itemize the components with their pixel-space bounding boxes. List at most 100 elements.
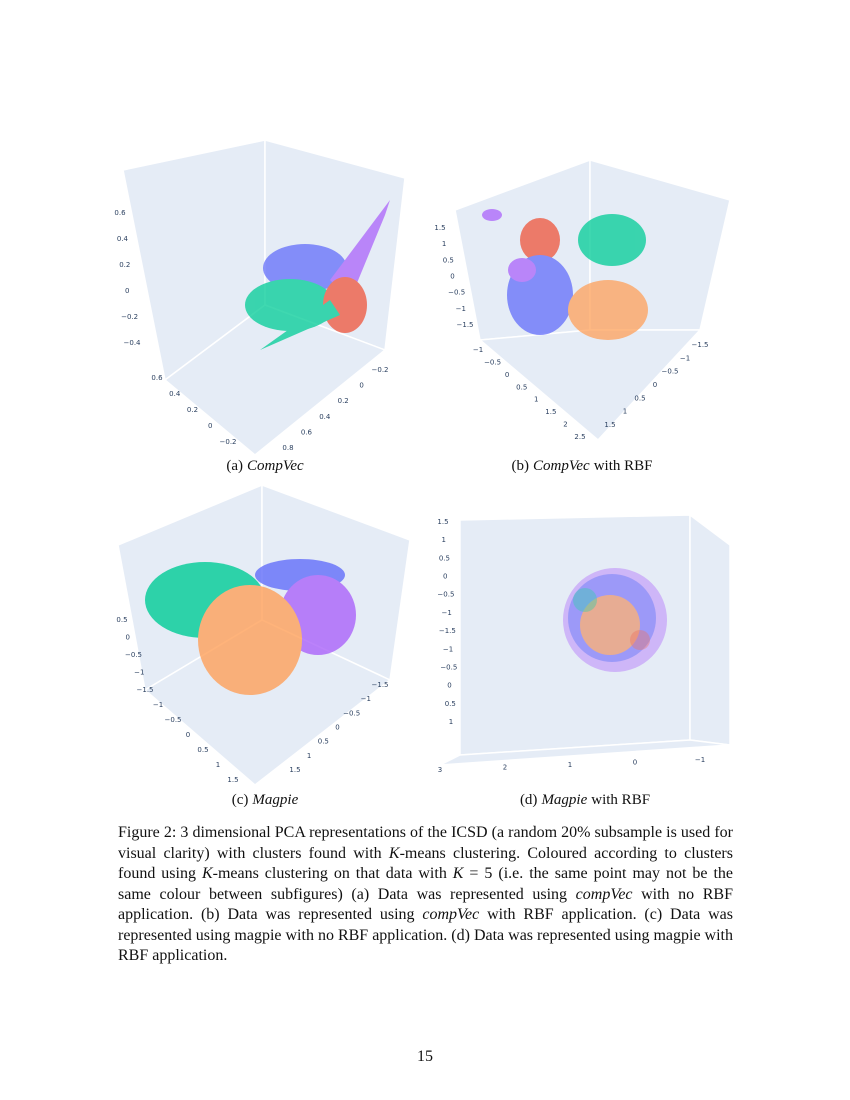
subcaption: (a) CompVec [115, 458, 415, 475]
axis-tick-label: −1.5 [439, 627, 456, 635]
axis-tick-label: 0 [505, 371, 509, 379]
axis-tick-label: 0.5 [318, 738, 329, 746]
axis-tick-label: 0.5 [197, 746, 208, 754]
axis-tick-label: −1 [695, 756, 705, 764]
axis-tick-label: 1 [441, 536, 445, 544]
subcaption: (b) CompVec with RBF [432, 458, 732, 475]
axis-tick-label: 0 [653, 381, 657, 389]
text-segment: K [201, 865, 213, 882]
axis-tick-label: −0.2 [121, 313, 138, 321]
axis-tick-label: 0.8 [282, 444, 293, 452]
figure-caption: Figure 2: 3 dimensional PCA representati… [118, 823, 733, 967]
text-segment: compVec [422, 906, 480, 923]
text-segment: Figure 2: 3 dimensional PCA representati… [118, 824, 733, 862]
panel-d-scene [439, 513, 731, 766]
axis-tick-label: −0.5 [440, 663, 457, 671]
text-segment: -means clustering on that data with [212, 865, 453, 882]
axis-tick-label: −0.5 [662, 368, 679, 376]
axis-tick-label: 0 [450, 273, 454, 281]
text-segment: with no RBF application. (b) Data was re… [118, 885, 733, 924]
axis-tick-label: 0 [208, 422, 212, 430]
axis-tick-label: −1 [153, 701, 163, 709]
axis-tick-label: 1 [216, 761, 220, 769]
text-segment: with RBF [593, 458, 653, 474]
axis-tick-label: 0 [447, 682, 451, 690]
axis-tick-label: −1.5 [457, 321, 474, 329]
axis-tick-label: 0.4 [169, 390, 181, 398]
text-segment: Magpie [252, 792, 299, 808]
axis-tick-label: −1 [361, 695, 371, 703]
panel-b-scene [454, 158, 731, 442]
text-segment: K [452, 865, 464, 882]
axis-tick-label: 3 [438, 766, 442, 774]
axis-tick-label: −0.5 [343, 709, 360, 717]
axis-tick-label: 2.5 [574, 433, 585, 441]
axis-tick-label: 1.5 [604, 421, 615, 429]
page-number: 15 [417, 1048, 433, 1065]
axis-tick-label: 0.2 [338, 397, 349, 405]
axis-tick-label: 1 [449, 718, 453, 726]
axis-tick-label: 0.4 [117, 235, 129, 243]
text-segment: -means clustering. Coloured according to… [118, 844, 733, 883]
axis-tick-label: 0.6 [301, 428, 313, 436]
axis-tick-label: 0 [335, 724, 339, 732]
subcaption: (c) Magpie [115, 792, 415, 809]
axis-tick-label: −1 [456, 305, 466, 313]
axis-tick-label: 1.5 [227, 776, 238, 784]
axis-tick-label: −1.5 [137, 686, 154, 694]
axis-tick-label: −0.2 [372, 366, 389, 374]
axis-tick-label: 1 [568, 761, 572, 769]
text-segment: compVec [575, 885, 633, 903]
text-segment: K [388, 844, 400, 862]
text-segment: = 5 (i.e. the same point may not be the … [118, 865, 733, 903]
axis-tick-label: 0.5 [439, 554, 450, 562]
axis-tick-label: 1.5 [434, 224, 445, 232]
axis-tick-label: −0.5 [165, 716, 182, 724]
axis-tick-label: 1.5 [545, 408, 556, 416]
text-segment: (b) [511, 458, 530, 474]
axis-tick-label: 0.6 [151, 374, 163, 382]
axis-tick-label: 0.2 [187, 406, 198, 414]
panel-c-scene [117, 483, 411, 786]
axis-tick-label: 0 [126, 634, 130, 642]
axis-tick-label: −0.5 [125, 651, 142, 659]
axis-tick-label: −0.5 [484, 358, 501, 366]
axis-tick-label: 1 [307, 752, 311, 760]
axis-tick-label: −1 [443, 645, 453, 653]
axis-tick-label: −0.5 [437, 591, 454, 599]
panel-a-scene [122, 139, 406, 456]
text-segment: (d) [519, 792, 538, 808]
axis-tick-label: 1 [534, 396, 538, 404]
axis-tick-label: 0.5 [634, 394, 645, 402]
axis-tick-label: −1 [473, 346, 483, 354]
text-segment: (a) [226, 458, 243, 474]
axis-tick-label: −1 [680, 354, 690, 362]
axis-tick-label: 0.5 [443, 256, 454, 264]
axis-tick-label: 1.5 [437, 518, 448, 526]
axis-tick-label: −0.2 [220, 438, 237, 446]
axis-tick-label: 0 [359, 382, 363, 390]
axis-tick-label: 0.5 [516, 383, 527, 391]
axis-tick-label: −0.5 [448, 289, 465, 297]
axis-tick-label: 0.6 [114, 209, 126, 217]
text-segment: (c) [231, 792, 249, 808]
text-segment: CompVec [247, 458, 304, 474]
text-segment: with RBF [591, 792, 651, 808]
subcaption: (d) Magpie with RBF [435, 792, 735, 809]
text-segment: with RBF application. (c) Data was repre… [118, 906, 733, 964]
axis-tick-label: 2 [503, 764, 507, 772]
axis-tick-label: −1.5 [372, 681, 389, 689]
axis-tick-label: −1 [441, 609, 451, 617]
axis-tick-label: −1 [134, 669, 144, 677]
axis-tick-label: 1.5 [289, 766, 300, 774]
axis-tick-label: 0.2 [119, 261, 130, 269]
axis-tick-label: 1 [623, 408, 627, 416]
axis-tick-label: 1 [442, 240, 446, 248]
axis-tick-label: 0 [186, 731, 190, 739]
axis-tick-label: 2 [563, 421, 567, 429]
axis-tick-label: 0.4 [319, 413, 331, 421]
axis-tick-label: 0.5 [116, 616, 127, 624]
axis-tick-label: 0.5 [445, 700, 456, 708]
